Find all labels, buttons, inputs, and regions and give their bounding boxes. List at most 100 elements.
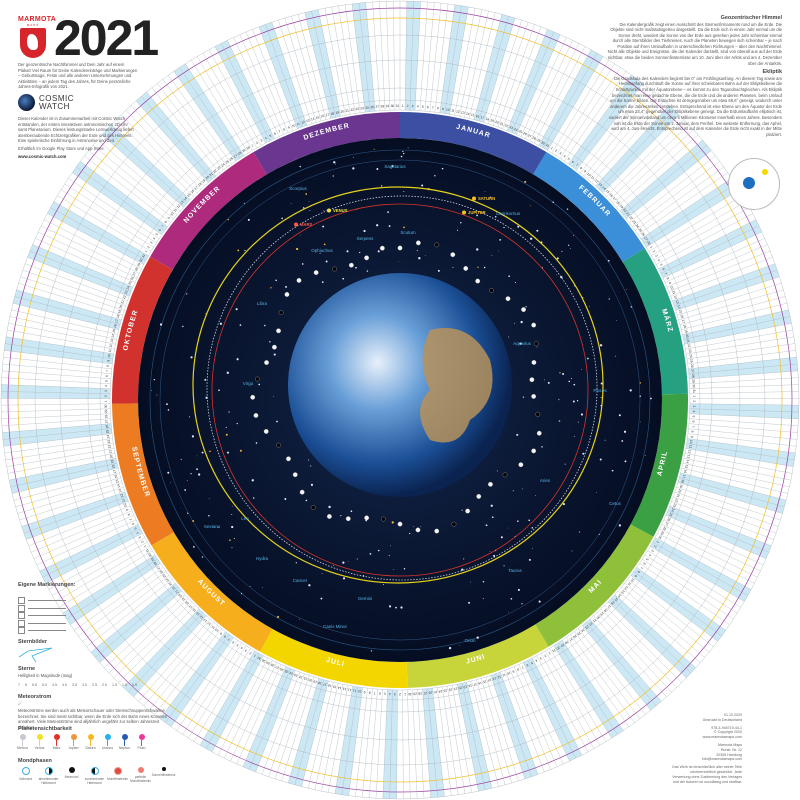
weekend-day[interactable]: [14, 289, 122, 325]
weekend-day[interactable]: [586, 619, 662, 706]
weekend-day[interactable]: [674, 270, 780, 311]
weekend-day[interactable]: [619, 139, 707, 215]
weekend-day[interactable]: [668, 506, 772, 553]
marking-row[interactable]: [18, 619, 66, 628]
weekend-day[interactable]: [221, 40, 275, 141]
weekend-day[interactable]: [457, 683, 486, 792]
weekend-day[interactable]: [389, 689, 398, 799]
weekend-day[interactable]: [47, 207, 146, 265]
weekend-day[interactable]: [179, 63, 244, 159]
weekend-day[interactable]: [242, 666, 291, 770]
weekend-day[interactable]: [672, 263, 778, 306]
weekend-day[interactable]: [200, 650, 259, 749]
weekend-day[interactable]: [444, 5, 469, 115]
weekend-day[interactable]: [95, 587, 182, 663]
weekend-day[interactable]: [599, 110, 680, 193]
weekend-day[interactable]: [558, 640, 624, 735]
weekend-day[interactable]: [2, 428, 112, 447]
weekend-day[interactable]: [511, 31, 561, 135]
weekend-day[interactable]: [265, 22, 307, 128]
marking-line[interactable]: [28, 630, 66, 632]
weekend-day[interactable]: [643, 183, 740, 248]
marking-row[interactable]: [18, 612, 66, 620]
cosmic-watch-url[interactable]: www.cosmic-watch.com: [18, 153, 67, 159]
weekend-day[interactable]: [29, 244, 133, 292]
weekend-day[interactable]: [611, 594, 696, 673]
weekend-day[interactable]: [582, 622, 657, 711]
checkbox[interactable]: [18, 627, 25, 635]
weekend-day[interactable]: [4, 343, 113, 364]
weekend-day[interactable]: [90, 583, 179, 658]
weekend-day[interactable]: [409, 1, 421, 111]
month-band-november[interactable]: [150, 152, 267, 270]
checkbox[interactable]: [18, 604, 25, 612]
weekend-day[interactable]: [215, 43, 271, 144]
weekend-day[interactable]: [165, 634, 234, 727]
weekend-day[interactable]: [249, 668, 296, 772]
marking-line[interactable]: [28, 615, 66, 617]
weekend-day[interactable]: [128, 612, 207, 697]
weekend-day[interactable]: [39, 524, 141, 578]
checkbox[interactable]: [18, 612, 25, 620]
weekend-day[interactable]: [527, 658, 582, 759]
weekend-day[interactable]: [688, 357, 798, 374]
weekend-day[interactable]: [688, 363, 798, 379]
checkbox[interactable]: [18, 597, 25, 605]
weekend-day[interactable]: [62, 554, 158, 619]
weekend-day[interactable]: [650, 542, 748, 602]
weekend-day[interactable]: [553, 643, 618, 739]
month-band-mai[interactable]: [535, 524, 654, 647]
weekend-day[interactable]: [311, 9, 341, 118]
weekend-day[interactable]: [382, 689, 393, 799]
imprint-email[interactable]: info@marmotamaps.com: [701, 757, 742, 762]
weekend-day[interactable]: [572, 79, 643, 170]
weekend-day[interactable]: [335, 686, 358, 795]
weekend-day[interactable]: [21, 491, 127, 534]
weekend-day[interactable]: [630, 571, 722, 642]
weekend-day[interactable]: [682, 309, 791, 340]
weekend-day[interactable]: [358, 2, 376, 112]
weekend-day[interactable]: [490, 673, 532, 779]
month-band-april[interactable]: [630, 393, 689, 537]
month-band-märz[interactable]: [622, 248, 688, 395]
weekend-day[interactable]: [658, 219, 759, 274]
weekend-day[interactable]: [507, 29, 554, 133]
weekend-day[interactable]: [27, 250, 132, 297]
weekend-day[interactable]: [543, 53, 603, 151]
weekend-day[interactable]: [595, 105, 675, 190]
weekend-day[interactable]: [608, 598, 692, 678]
weekend-day[interactable]: [461, 682, 492, 790]
weekend-day[interactable]: [495, 672, 538, 777]
marking-row[interactable]: [18, 604, 66, 613]
weekend-day[interactable]: [633, 567, 726, 636]
weekend-day[interactable]: [538, 49, 598, 148]
weekend-day[interactable]: [136, 96, 212, 183]
weekend-day[interactable]: [427, 688, 445, 798]
weekend-day[interactable]: [10, 463, 119, 494]
weekend-day[interactable]: [106, 124, 191, 204]
weekend-day[interactable]: [5, 336, 114, 359]
weekend-day[interactable]: [72, 166, 165, 235]
imprint-web[interactable]: www.marmotamaps.com: [702, 735, 742, 740]
month-band-juli[interactable]: [259, 628, 408, 688]
marking-line[interactable]: [28, 607, 66, 609]
weekend-day[interactable]: [42, 528, 143, 584]
month-band-februar[interactable]: [533, 152, 645, 262]
weekend-day[interactable]: [258, 24, 303, 129]
weekend-day[interactable]: [422, 688, 438, 798]
weekend-day[interactable]: [66, 559, 161, 625]
weekend-day[interactable]: [205, 653, 264, 752]
month-band-oktober[interactable]: [112, 256, 173, 404]
month-band-september[interactable]: [112, 403, 174, 546]
weekend-day[interactable]: [9, 458, 117, 487]
weekend-day[interactable]: [568, 75, 638, 167]
weekend-day[interactable]: [660, 225, 762, 278]
weekend-day[interactable]: [141, 91, 216, 180]
weekend-day[interactable]: [478, 16, 516, 123]
checkbox[interactable]: [18, 619, 25, 627]
weekend-day[interactable]: [12, 296, 120, 330]
month-band-januar[interactable]: [400, 112, 547, 175]
weekend-day[interactable]: [439, 4, 462, 114]
marking-line[interactable]: [28, 622, 66, 624]
